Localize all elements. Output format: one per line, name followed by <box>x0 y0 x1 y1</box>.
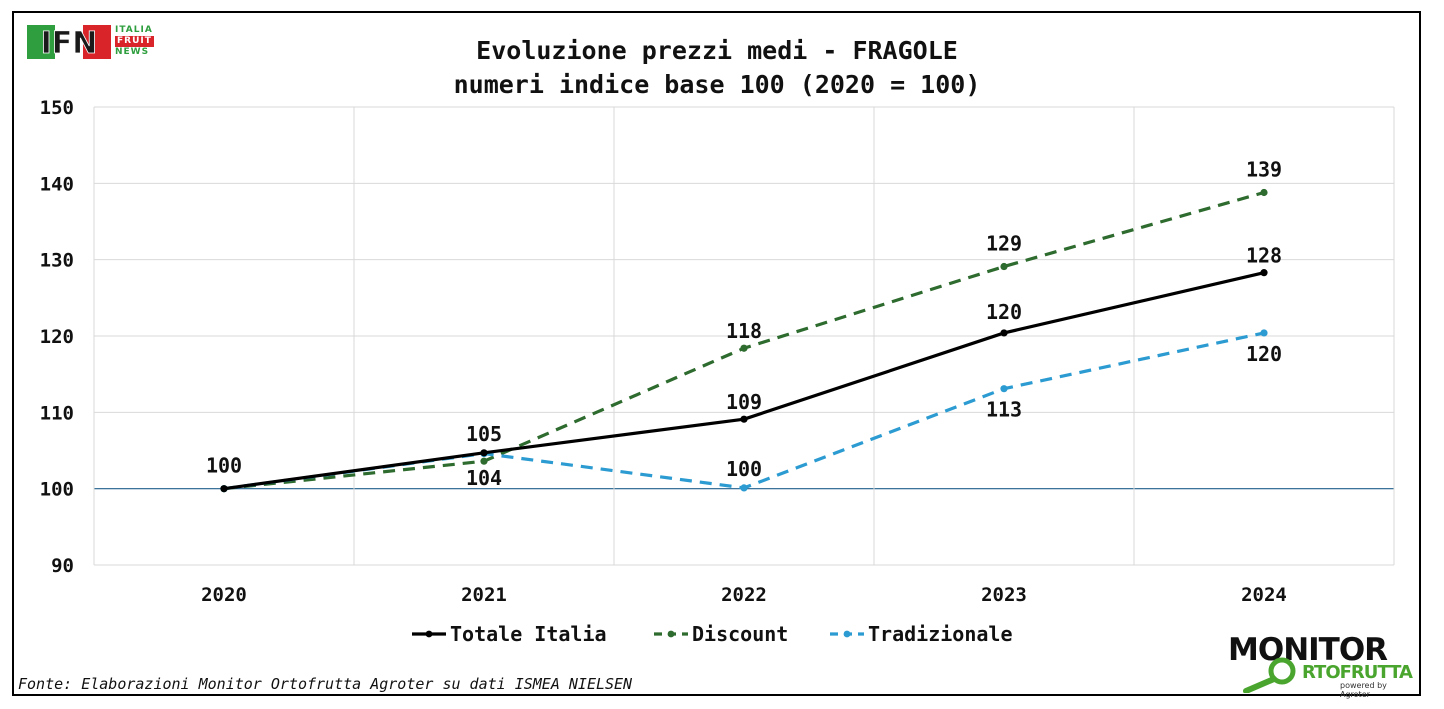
data-point <box>480 449 488 457</box>
grid-layer <box>93 106 1395 566</box>
monitor-logo-top: MONITOR <box>1228 632 1388 668</box>
chart-title-line1: Evoluzione prezzi medi - FRAGOLE <box>476 36 958 65</box>
ifn-logo-text: IFN <box>41 26 98 59</box>
source-note: Fonte: Elaborazioni Monitor Ortofrutta A… <box>18 675 633 693</box>
data-label: 100 <box>726 457 762 481</box>
data-label: 139 <box>1246 157 1282 181</box>
legend-layer: Totale Italia Discount Tradizionale <box>412 622 1013 646</box>
magnifier-icon <box>1243 657 1296 693</box>
ifn-side-line2: FRUIT <box>115 36 154 47</box>
ifn-side-line1: ITALIA <box>115 25 153 35</box>
y-tick-label: 120 <box>40 326 74 348</box>
data-point <box>1260 188 1268 197</box>
y-tick-label: 150 <box>40 97 74 119</box>
chart-frame <box>12 11 1421 696</box>
x-tick-label: 2023 <box>981 584 1027 606</box>
data-label: 129 <box>986 232 1022 256</box>
data-point <box>220 485 228 493</box>
legend-marker <box>425 630 433 638</box>
data-point <box>1000 385 1008 393</box>
label-layer: 100 105 109 120 128 104 118 129 139 100 113 120 <box>206 157 1282 490</box>
data-label: 120 <box>1246 342 1282 366</box>
data-label: 120 <box>986 300 1022 324</box>
legend-label: Tradizionale <box>868 622 1013 646</box>
chart-title-line2: numeri indice base 100 (2020 = 100) <box>453 70 981 99</box>
axis-layer: 90 100 110 120 130 140 150 2020 2021 2022 2023 2024 <box>40 97 1287 606</box>
ifn-side-line3: NEWS <box>115 47 150 57</box>
data-label: 113 <box>986 398 1022 422</box>
data-point <box>740 344 748 352</box>
data-label: 100 <box>206 454 242 478</box>
data-label: 128 <box>1246 244 1282 268</box>
monitor-logo-bottom: RTOFRUTTA <box>1302 662 1413 683</box>
y-tick-label: 140 <box>40 173 74 195</box>
data-point <box>740 484 748 492</box>
data-point <box>1000 262 1008 271</box>
ifn-logo-mark: IFN <box>27 25 111 59</box>
data-point <box>1260 269 1268 277</box>
legend-marker <box>667 630 675 638</box>
x-tick-label: 2022 <box>721 584 767 606</box>
data-label: 109 <box>726 390 762 414</box>
data-point <box>480 457 488 465</box>
data-label: 104 <box>466 466 502 490</box>
legend-label: Totale Italia <box>450 622 607 646</box>
series-layer <box>220 188 1268 493</box>
y-tick-label: 110 <box>40 402 74 424</box>
data-label: 105 <box>466 422 502 446</box>
y-tick-label: 100 <box>40 479 74 501</box>
x-tick-label: 2024 <box>1241 584 1287 606</box>
data-point <box>1260 329 1268 337</box>
data-label: 118 <box>726 319 762 343</box>
ifn-logo-side: ITALIA FRUIT NEWS <box>115 25 154 58</box>
legend-label: Discount <box>692 622 788 646</box>
y-tick-label: 130 <box>40 250 74 272</box>
x-tick-label: 2020 <box>201 584 247 606</box>
chart-title: Evoluzione prezzi medi - FRAGOLE numeri … <box>0 34 1434 102</box>
monitor-ortofrutta-logo: MONITOR RTOFRUTTA powered by Agroter <box>1228 632 1418 699</box>
data-point <box>1000 329 1008 337</box>
legend-marker <box>843 630 851 638</box>
monitor-logo-powered: powered by Agroter <box>1340 681 1387 699</box>
data-point <box>740 415 748 423</box>
x-tick-label: 2021 <box>461 584 507 606</box>
y-tick-label: 90 <box>51 555 74 577</box>
